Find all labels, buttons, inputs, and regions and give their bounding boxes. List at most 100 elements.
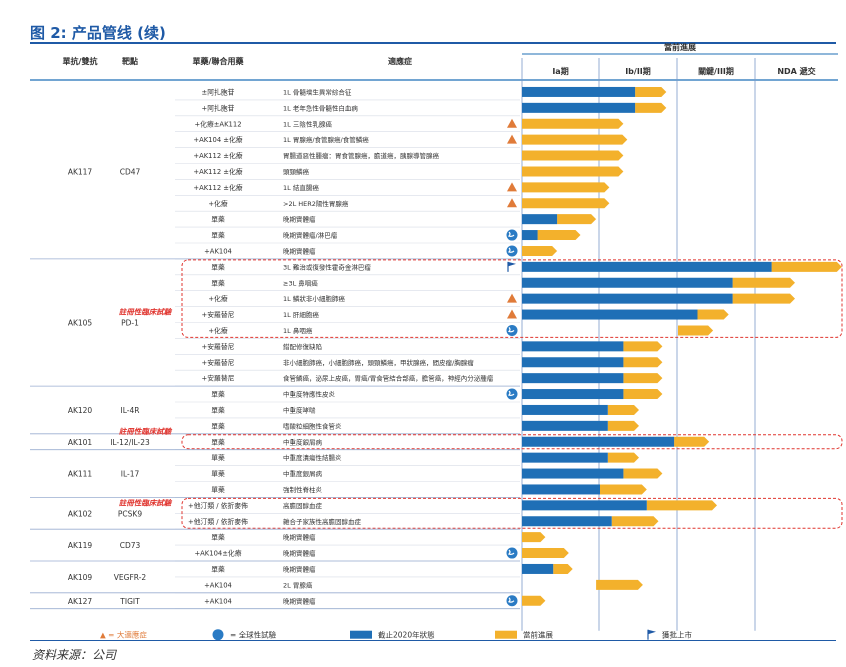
combo-cell: +他汀類 / 依折麥佈 xyxy=(188,517,248,526)
current-progress-bar xyxy=(557,214,597,225)
global-trial-icon xyxy=(506,547,518,559)
combo-cell: +安羅替尼 xyxy=(202,358,235,367)
target-name: TIGIT xyxy=(119,597,140,606)
current-progress-bar xyxy=(596,579,643,590)
status-2020-bar xyxy=(522,500,647,511)
current-progress-bar xyxy=(607,420,639,431)
indication-cell: 中重度銀屑病 xyxy=(283,437,323,446)
figure-title: 图 2: 产品管线 (续) xyxy=(30,24,166,42)
combo-cell: +化療±AK112 xyxy=(194,119,241,128)
fast-track-triangle-icon xyxy=(507,293,517,303)
global-trial-icon xyxy=(506,388,518,400)
header-antibody: 單抗/雙抗 xyxy=(63,56,98,66)
registration-trial-box xyxy=(181,434,843,450)
combo-cell: 單藥 xyxy=(211,421,225,430)
combo-cell: 單藥 xyxy=(211,453,225,462)
current-progress-bar xyxy=(732,293,795,304)
status-2020-bar xyxy=(522,230,538,241)
combo-cell: +他汀類 / 依折麥佈 xyxy=(188,501,248,510)
global-trial-icon-land xyxy=(507,327,515,333)
indication-cell: 1L 老年急性骨髓性白血病 xyxy=(283,103,358,112)
antibody-name: AK101 xyxy=(68,438,93,447)
antibody-name: AK102 xyxy=(68,509,93,518)
antibody-name: AK105 xyxy=(68,319,93,328)
combo-cell: +AK104 xyxy=(204,597,232,605)
indication-cell: 1L 三陰性乳腺癌 xyxy=(283,119,332,128)
combo-cell: +化療 xyxy=(208,326,227,335)
indication-cell: 強制性脊柱炎 xyxy=(283,485,323,494)
combo-cell: +安羅替尼 xyxy=(202,342,235,351)
status-2020-bar xyxy=(522,452,608,463)
target-name: PD-1 xyxy=(121,319,139,328)
status-2020-bar xyxy=(522,357,624,368)
current-progress-bar xyxy=(623,357,663,368)
current-progress-bar xyxy=(522,245,558,256)
status-2020-bar xyxy=(522,102,636,113)
combo-cell: +AK112 ±化療 xyxy=(193,151,242,160)
status-2020-bar xyxy=(522,293,733,304)
combo-cell: 單藥 xyxy=(211,390,225,399)
indication-cell: 1L 鼻咽癌 xyxy=(283,326,313,335)
phase-header-0: Ia期 xyxy=(552,66,568,76)
source-note: 资料来源：公司 xyxy=(32,648,117,662)
indication-cell: 晚期實體瘤 xyxy=(283,246,316,255)
current-progress-bar xyxy=(522,150,624,161)
current-progress-bar xyxy=(623,468,663,479)
header-combo: 單藥/聯合用藥 xyxy=(193,56,244,66)
indication-cell: 非小細胞肺癌，小細胞肺癌，頭頸鱗癌，甲狀腺癌，間皮瘤/胸腺瘤 xyxy=(283,358,474,367)
target-name: PCSK9 xyxy=(118,509,142,518)
combo-cell: 單藥 xyxy=(211,262,225,271)
combo-cell: +安羅替尼 xyxy=(202,374,235,383)
current-progress-bar xyxy=(522,182,610,193)
legend-status-swatch xyxy=(350,630,372,639)
status-2020-bar xyxy=(522,436,675,447)
target-name: IL-12/IL-23 xyxy=(110,438,150,447)
global-trial-icon xyxy=(506,245,518,257)
status-2020-bar xyxy=(522,341,624,352)
combo-cell: +AK112 ±化療 xyxy=(193,183,242,192)
indication-cell: 晚期實體瘤 xyxy=(283,549,316,558)
target-name: CD47 xyxy=(120,167,141,176)
current-progress-bar xyxy=(600,484,647,495)
current-progress-bar xyxy=(522,595,546,606)
indication-cell: 1L 鱗狀非小細胞肺癌 xyxy=(283,294,345,303)
status-2020-bar xyxy=(522,404,608,415)
indication-cell: 晚期實體瘤 xyxy=(283,533,316,542)
current-progress-bar xyxy=(537,230,581,241)
status-2020-bar xyxy=(522,309,698,320)
legend-current-swatch xyxy=(495,630,517,639)
indication-cell: 中重度銀屑病 xyxy=(283,469,323,478)
combo-cell: 單藥 xyxy=(211,278,225,287)
current-progress-bar xyxy=(522,118,624,129)
current-progress-bar xyxy=(635,102,667,113)
indication-cell: 晚期實體瘤/淋巴瘤 xyxy=(283,231,338,240)
indication-cell: 2L 胃腺癌 xyxy=(283,580,313,589)
header-indication: 適應症 xyxy=(388,56,412,66)
status-2020-bar xyxy=(522,373,624,384)
phase-header-2: 關鍵/III期 xyxy=(698,66,734,76)
combo-cell: +AK104 xyxy=(204,581,232,589)
current-progress-bar xyxy=(522,532,546,543)
fast-track-triangle-icon xyxy=(507,182,517,192)
antibody-name: AK119 xyxy=(68,541,93,550)
current-progress-bar xyxy=(771,261,842,272)
combo-cell: ±阿扎胞苷 xyxy=(202,87,235,96)
phase-header-3: NDA 遞交 xyxy=(777,66,815,76)
status-2020-bar xyxy=(522,261,772,272)
target-name: VEGFR-2 xyxy=(114,573,147,582)
current-progress-bar xyxy=(674,436,710,447)
source-divider xyxy=(30,640,836,641)
indication-cell: 1L 胃腺癌/食管腺癌/食管鱗癌 xyxy=(283,135,369,144)
status-2020-bar xyxy=(522,484,600,495)
current-progress-bar xyxy=(522,198,610,209)
indication-cell: ≥3L 鼻咽癌 xyxy=(283,278,318,287)
current-progress-bar xyxy=(646,500,717,511)
antibody-name: AK111 xyxy=(68,470,93,479)
current-progress-bar xyxy=(697,309,729,320)
antibody-name: AK120 xyxy=(68,406,93,415)
global-trial-icon-land xyxy=(507,597,515,603)
status-2020-bar xyxy=(522,468,624,479)
current-progress-bar xyxy=(623,389,663,400)
combo-cell: 單藥 xyxy=(211,469,225,478)
